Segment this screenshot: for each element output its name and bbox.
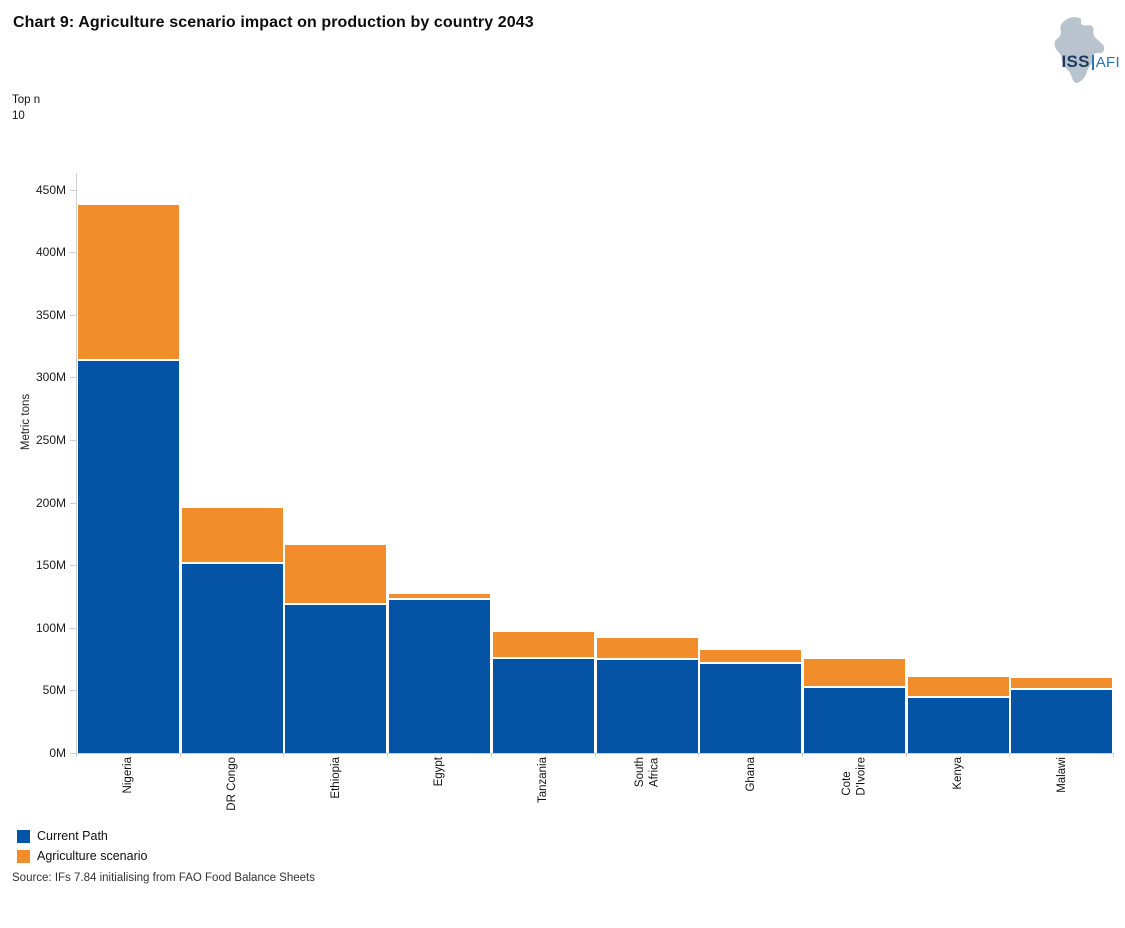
- x-axis-label: Egypt: [395, 757, 485, 786]
- x-axis-label: Cote D'Ivoire: [809, 757, 899, 796]
- legend-label-agriculture-scenario: Agriculture scenario: [37, 849, 148, 863]
- y-axis-line: [76, 173, 77, 753]
- x-tick-mark: [905, 753, 907, 757]
- top-n-label: Top n: [12, 94, 41, 106]
- y-axis-title: Metric tons: [20, 393, 32, 451]
- x-tick-mark: [283, 753, 285, 757]
- x-tick-mark: [490, 753, 492, 757]
- bar-segment-current-path: [389, 600, 491, 753]
- x-tick-mark: [76, 753, 77, 757]
- logo-text: ISS AFI: [1061, 52, 1120, 72]
- x-tick-mark: [594, 753, 596, 757]
- x-axis-label-text: Ghana: [744, 757, 757, 792]
- y-tick-label: 450M: [35, 182, 66, 197]
- x-tick-mark: [1009, 753, 1011, 757]
- x-tick-mark: [179, 753, 181, 757]
- legend-item-agriculture-scenario: Agriculture scenario: [17, 846, 147, 866]
- y-tick-label: 400M: [35, 245, 66, 260]
- iss-afi-logo: ISS AFI: [1042, 14, 1120, 88]
- x-tick-mark: [801, 753, 803, 757]
- bar-segment-current-path: [78, 361, 179, 753]
- bar-segment-current-path: [700, 664, 802, 753]
- y-tick-mark: [70, 565, 76, 567]
- x-axis-label-text: Kenya: [951, 757, 964, 790]
- legend-item-current-path: Current Path: [17, 826, 147, 846]
- bar-segment-current-path: [803, 687, 905, 753]
- top-n-value: 10: [12, 109, 25, 122]
- y-tick-mark: [70, 189, 76, 191]
- x-axis-label-text: Ethiopia: [329, 757, 342, 799]
- y-tick-label: 0M: [49, 746, 66, 760]
- x-axis-label-text: Egypt: [433, 757, 446, 787]
- africa-map-icon: [1054, 17, 1105, 83]
- y-tick-mark: [70, 690, 76, 692]
- bar-segment-agriculture-scenario: [596, 637, 698, 659]
- bar-segment-agriculture-scenario: [78, 204, 179, 360]
- bar-segment-current-path: [1011, 690, 1113, 753]
- y-tick-mark: [70, 252, 76, 254]
- y-tick-mark: [70, 377, 76, 379]
- x-axis-label: Nigeria: [84, 757, 174, 793]
- y-tick-label: 250M: [35, 433, 66, 447]
- bar-segment-agriculture-scenario: [285, 545, 387, 604]
- legend-swatch-agriculture-scenario: [17, 849, 30, 863]
- page-title: Chart 9: Agriculture scenario impact on …: [13, 14, 534, 31]
- x-axis-label: Malawi: [1017, 757, 1107, 793]
- y-tick-label: 200M: [35, 495, 66, 510]
- y-tick-mark: [70, 440, 76, 441]
- x-axis-label: South Africa: [602, 757, 692, 787]
- x-axis-label: DR Congo: [187, 757, 277, 811]
- y-tick-mark: [70, 502, 76, 504]
- logo-afi-text: AFI: [1095, 54, 1120, 71]
- bar-segment-agriculture-scenario: [492, 631, 594, 658]
- source-note: Source: IFs 7.84 initialising from FAO F…: [12, 872, 315, 884]
- y-tick-mark: [70, 753, 76, 754]
- top-n-control: Top n 10: [12, 93, 40, 124]
- bar-segment-current-path: [285, 605, 387, 753]
- x-axis-label: Kenya: [913, 757, 1003, 790]
- chart-legend: Current Path Agriculture scenario: [17, 826, 147, 866]
- bar-segment-current-path: [596, 660, 698, 753]
- bar-segment-agriculture-scenario: [389, 593, 491, 599]
- x-tick-mark: [698, 753, 700, 757]
- bar-segment-current-path: [907, 697, 1009, 753]
- logo-separator: [1091, 54, 1094, 70]
- x-axis-label: Ethiopia: [291, 757, 381, 799]
- y-tick-label: 300M: [35, 370, 66, 385]
- x-axis-label-text: DR Congo: [226, 757, 238, 811]
- y-tick-mark: [70, 627, 76, 629]
- x-tick-mark: [1113, 753, 1114, 757]
- bar-segment-agriculture-scenario: [907, 676, 1009, 696]
- bar-segment-current-path: [492, 659, 594, 753]
- x-axis-label-text: Cote D'Ivoire: [841, 757, 868, 796]
- bar-segment-agriculture-scenario: [1011, 677, 1113, 689]
- x-axis-label-text: South Africa: [633, 757, 660, 788]
- x-axis-label-text: Nigeria: [122, 757, 135, 794]
- x-axis-label-text: Tanzania: [537, 757, 550, 804]
- bar-segment-agriculture-scenario: [181, 507, 283, 562]
- y-tick-label: 150M: [35, 558, 66, 573]
- x-axis-label-text: Malawi: [1055, 757, 1068, 793]
- logo-iss-text: ISS: [1061, 52, 1090, 71]
- bar-segment-current-path: [181, 563, 283, 753]
- legend-label-current-path: Current Path: [37, 829, 108, 843]
- x-axis-label: Ghana: [706, 757, 796, 792]
- x-axis-label: Tanzania: [498, 757, 588, 803]
- bar-segment-agriculture-scenario: [803, 659, 905, 686]
- x-tick-mark: [387, 753, 389, 757]
- bar-segment-agriculture-scenario: [700, 650, 802, 663]
- y-tick-label: 50M: [42, 683, 66, 698]
- y-tick-label: 350M: [35, 307, 66, 322]
- legend-swatch-current-path: [17, 829, 30, 843]
- y-tick-label: 100M: [35, 620, 66, 635]
- y-tick-mark: [70, 314, 76, 316]
